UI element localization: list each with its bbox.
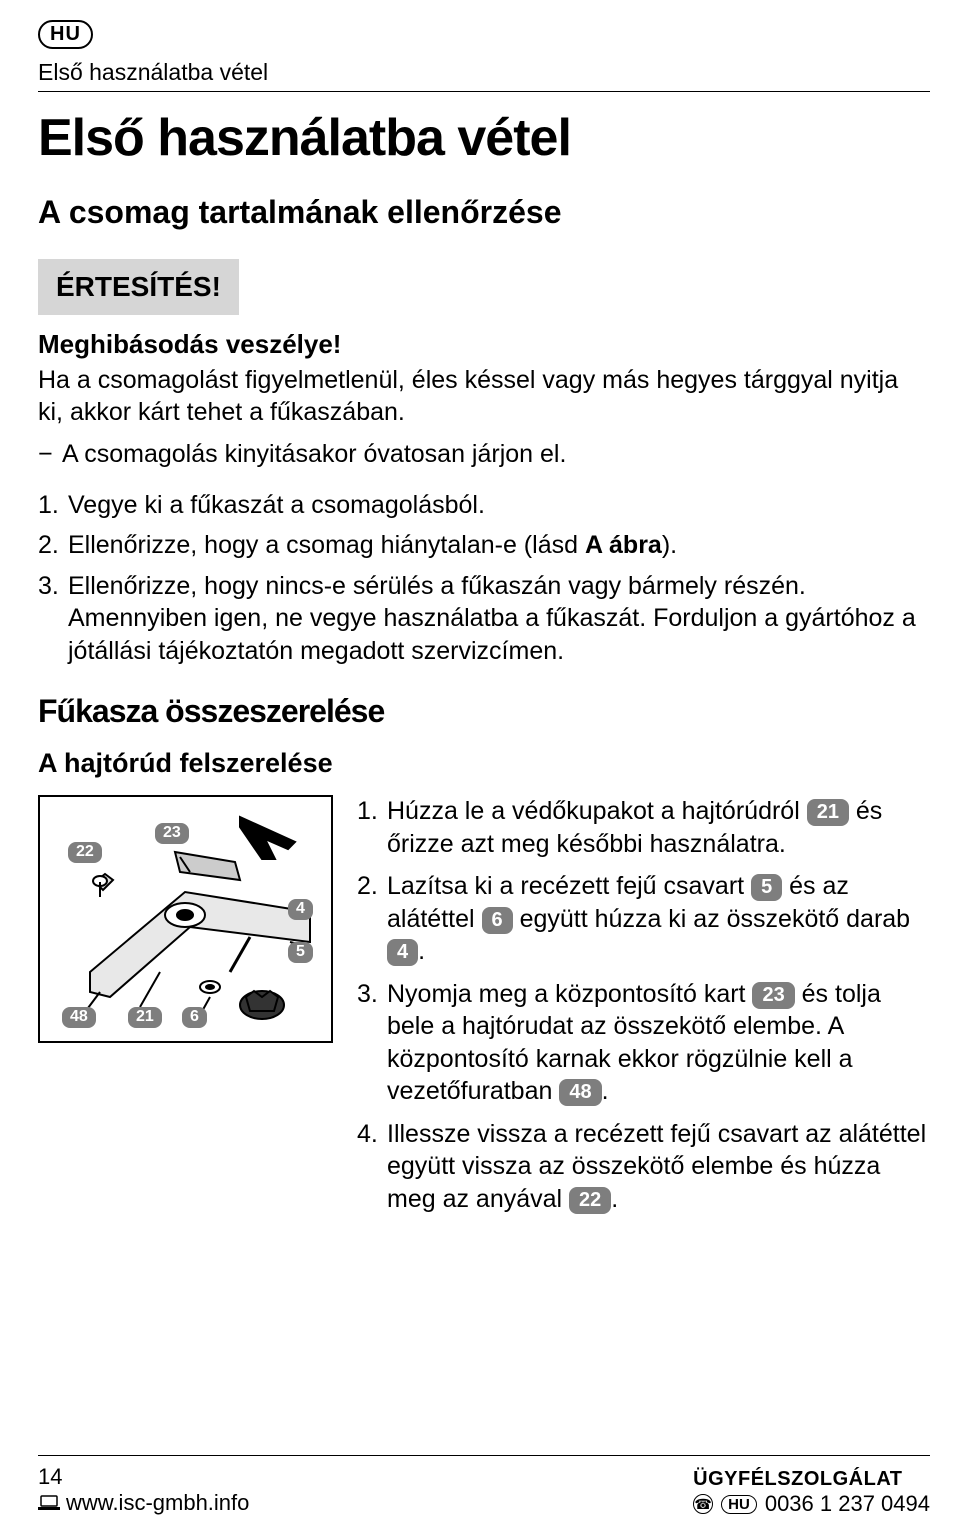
figure-diagram: 22 23 4 5 6 21 48 (38, 795, 333, 1043)
footer-lang-badge: HU (721, 1495, 757, 1514)
section-subtitle: A csomag tartalmának ellenőrzése (38, 194, 930, 231)
inst-item: Lazítsa ki a recézett fejű csavart 5 és … (387, 870, 930, 968)
numbered-list: 1. Vegye ki a fűkaszát a csomagolásból. … (38, 489, 930, 668)
inst-number: 2. (357, 870, 387, 968)
callout-4: 4 (288, 899, 313, 920)
list-item: Ellenőrizze, hogy a csomag hiánytalan-e … (68, 529, 677, 562)
list-number: 3. (38, 570, 68, 668)
page-title: Első használatba vétel (38, 108, 930, 168)
callout-21: 21 (128, 1007, 162, 1028)
footer-telephone: ☎ HU 0036 1 237 0494 (693, 1491, 930, 1517)
dash-item-text: A csomagolás kinyitásakor óvatosan járjo… (62, 438, 566, 471)
callout-48: 48 (62, 1007, 96, 1028)
inst-number: 1. (357, 795, 387, 860)
callout-6: 6 (182, 1007, 207, 1028)
footer-divider (38, 1455, 930, 1456)
ref-pill-4: 4 (387, 939, 418, 966)
assembly-subtitle: A hajtórúd felszerelése (38, 748, 930, 779)
page-number: 14 (38, 1464, 249, 1490)
laptop-icon (38, 1491, 60, 1517)
instructions-list: 1. Húzza le a védőkupakot a hajtórúdról … (333, 795, 930, 1225)
danger-heading: Meghibásodás veszélye! (38, 329, 930, 360)
notice-box: ÉRTESÍTÉS! (38, 259, 239, 315)
language-badge: HU (38, 20, 93, 49)
page-header-small: Első használatba vétel (38, 59, 930, 86)
dash-bullet: − (38, 438, 62, 471)
callout-5: 5 (288, 942, 313, 963)
danger-text: Ha a csomagolást figyelmetlenül, éles ké… (38, 364, 930, 428)
ref-pill-48: 48 (559, 1079, 601, 1106)
footer-service-label: ÜGYFÉLSZOLGÁLAT (693, 1468, 930, 1491)
inst-number: 4. (357, 1118, 387, 1216)
list-item: Ellenőrizze, hogy nincs-e sérülés a fűka… (68, 570, 930, 668)
inst-number: 3. (357, 978, 387, 1108)
inst-item: Illessze vissza a recézett fejű csavart … (387, 1118, 930, 1216)
footer-url: www.isc-gmbh.info (38, 1490, 249, 1517)
divider-top (38, 91, 930, 92)
list-item: Vegye ki a fűkaszát a csomagolásból. (68, 489, 485, 522)
ref-pill-22: 22 (569, 1187, 611, 1214)
page-footer: 14 www.isc-gmbh.info ÜGYFÉLSZOLGÁLAT ☎ H… (0, 1455, 960, 1535)
callout-22: 22 (68, 842, 102, 863)
list-number: 1. (38, 489, 68, 522)
ref-pill-23: 23 (752, 982, 794, 1009)
ref-pill-21: 21 (807, 799, 849, 826)
inst-item: Húzza le a védőkupakot a hajtórúdról 21 … (387, 795, 930, 860)
assembly-title: Fűkasza összeszerelése (38, 693, 930, 730)
ref-pill-6: 6 (482, 907, 513, 934)
phone-icon: ☎ (693, 1494, 713, 1514)
inst-item: Nyomja meg a központosító kart 23 és tol… (387, 978, 930, 1108)
ref-pill-5: 5 (751, 874, 782, 901)
callout-23: 23 (155, 823, 189, 844)
list-number: 2. (38, 529, 68, 562)
dash-list: − A csomagolás kinyitásakor óvatosan jár… (38, 438, 930, 471)
